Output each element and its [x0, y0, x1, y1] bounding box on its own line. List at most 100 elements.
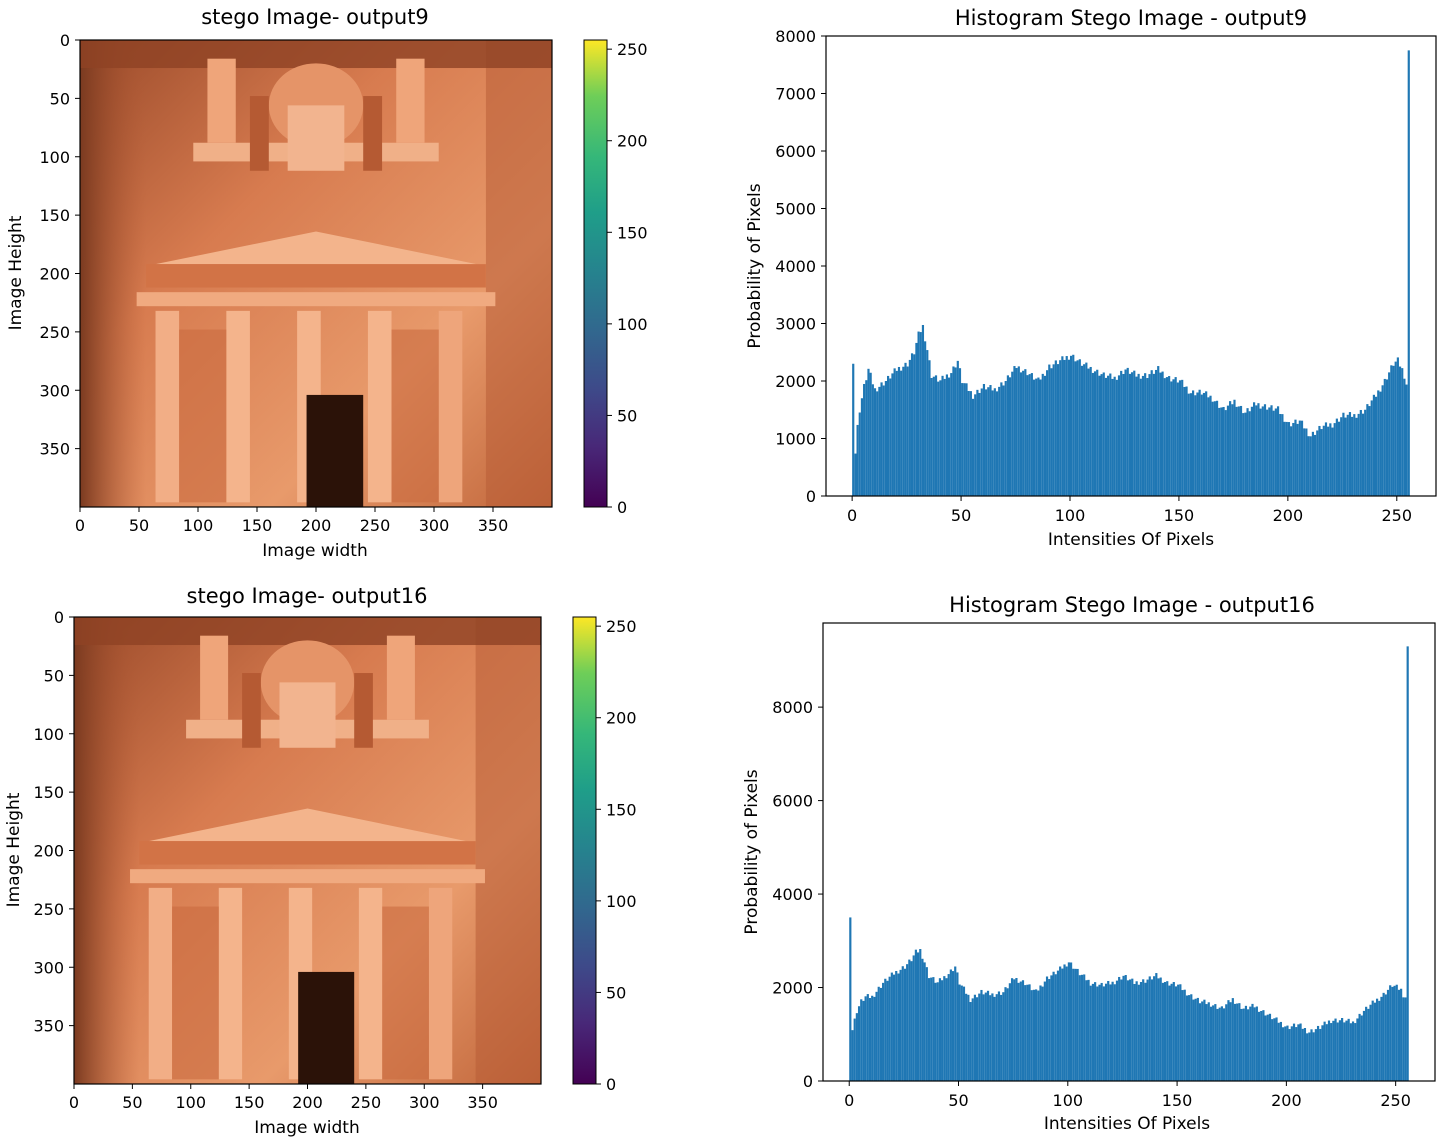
histogram-bar — [1383, 378, 1386, 496]
histogram-bar — [875, 991, 878, 1081]
histogram-bar — [879, 987, 883, 1081]
histogram-y-label-output9: Probability of Pixels — [745, 183, 765, 348]
histogram-bar — [923, 962, 926, 1081]
histogram-bar — [1359, 409, 1362, 496]
histogram-bar — [1148, 976, 1151, 1081]
histogram-bar — [1187, 393, 1190, 496]
histogram-bar — [1113, 376, 1116, 496]
histogram-bar — [971, 398, 975, 496]
histogram-bar — [1159, 372, 1162, 496]
histogram-bar — [1340, 417, 1343, 496]
image-panel-output9: stego Image- output9 Image width Image H… — [6, 5, 648, 561]
histogram-bar — [1209, 1006, 1213, 1081]
histogram-bar — [1139, 982, 1143, 1081]
histogram-bar — [1009, 377, 1012, 496]
histogram-bar — [1263, 404, 1267, 496]
histogram-bar — [1050, 368, 1053, 496]
x-tick-label: 0 — [847, 506, 857, 525]
colorbar-output9 — [583, 39, 608, 508]
histogram-bar — [1369, 1004, 1372, 1081]
histogram-bar — [978, 993, 981, 1081]
histogram-bar — [1320, 429, 1323, 496]
histogram-bar — [1390, 365, 1393, 496]
y-axis-label-output16: Image Height — [4, 792, 24, 907]
histogram-bar — [1290, 426, 1293, 496]
histogram-bar — [1172, 982, 1175, 1081]
x-tick-label: 50 — [129, 516, 149, 535]
histogram-bar — [1209, 395, 1212, 496]
y-tick-label: 150 — [33, 783, 64, 802]
histogram-bar — [1181, 990, 1184, 1081]
histogram-bar — [1065, 356, 1068, 496]
histogram-bar — [991, 390, 994, 496]
histogram-bar — [1089, 366, 1092, 496]
histogram-bar — [1242, 413, 1245, 496]
histogram-bar — [1078, 975, 1081, 1081]
histogram-bar — [1353, 414, 1356, 496]
histogram-x-label-output16: Intensities Of Pixels — [1044, 1114, 1210, 1134]
histogram-bar — [1346, 414, 1349, 496]
histogram-panel-output9: Histogram Stego Image - output9 0 50 100 15… — [745, 6, 1437, 550]
histogram-bar — [1085, 362, 1088, 496]
histogram-bar — [1257, 1011, 1261, 1081]
histogram-bar — [1244, 1005, 1248, 1081]
histogram-bar — [1240, 1008, 1243, 1081]
histogram-bar — [901, 966, 904, 1081]
histogram-bar — [1100, 982, 1103, 1081]
histogram-bar — [1365, 1006, 1368, 1081]
x-tick-label: 350 — [467, 1093, 498, 1112]
y-tick-label: 100 — [39, 148, 70, 167]
histogram-bar — [1203, 999, 1206, 1081]
histogram-bar — [1035, 378, 1038, 496]
histogram-bar — [857, 1006, 861, 1081]
colorbar-tick-label: 0 — [617, 498, 627, 517]
histogram-bar — [1268, 1013, 1272, 1081]
histogram-bar — [1070, 355, 1073, 496]
histogram-bar — [1401, 368, 1404, 496]
histogram-bar — [1226, 405, 1230, 496]
histogram-bar — [1312, 1032, 1315, 1081]
histogram-bar — [1286, 1025, 1289, 1081]
histogram-bar — [1006, 988, 1009, 1081]
histogram-bar — [936, 982, 939, 1081]
histogram-bar — [1146, 378, 1149, 496]
y-tick-label: 250 — [39, 323, 70, 342]
histogram-bar — [1338, 1020, 1342, 1081]
histogram-bar — [1215, 400, 1219, 496]
x-tick-label: 350 — [478, 516, 509, 535]
histogram-bar — [1013, 366, 1016, 496]
histogram-bar — [1163, 982, 1167, 1081]
histogram-bar — [1279, 414, 1282, 496]
histogram-bar — [932, 977, 935, 1081]
image-title-output16: stego Image- output16 — [187, 584, 428, 608]
histogram-bar — [1379, 391, 1382, 496]
colorbar-tick-label: 150 — [606, 800, 637, 819]
histogram-bar — [1163, 378, 1166, 496]
x-tick-label: 50 — [122, 1093, 142, 1112]
y-tick-label: 6000 — [775, 142, 816, 161]
histogram-bar — [1231, 998, 1234, 1081]
histogram-bar — [1262, 1010, 1265, 1081]
y-tick-label: 8000 — [772, 698, 813, 717]
histogram-bar — [912, 955, 915, 1081]
histogram-bar — [1010, 978, 1014, 1081]
histogram-bar — [1196, 997, 1199, 1081]
histogram-bar — [1148, 374, 1151, 496]
colorbar-tick-label: 0 — [606, 1075, 616, 1094]
x-tick-label: 150 — [234, 1093, 265, 1112]
y-axis-label-output9: Image Height — [6, 215, 26, 330]
histogram-bar — [1115, 379, 1118, 496]
histogram-bar — [1072, 354, 1075, 496]
histogram-bar — [1371, 1000, 1374, 1081]
histogram-bar — [877, 986, 880, 1081]
histogram-bar — [976, 997, 979, 1081]
histogram-bar — [1250, 406, 1253, 496]
histogram-bar — [1381, 385, 1384, 496]
histogram-bar — [893, 368, 896, 496]
histogram-bar — [1154, 369, 1158, 496]
histogram-bar — [878, 386, 881, 496]
histogram-bar — [1039, 985, 1042, 1081]
x-tick-label: 250 — [1382, 506, 1413, 525]
histogram-bar — [1111, 378, 1114, 496]
histogram-bar — [1150, 370, 1153, 496]
